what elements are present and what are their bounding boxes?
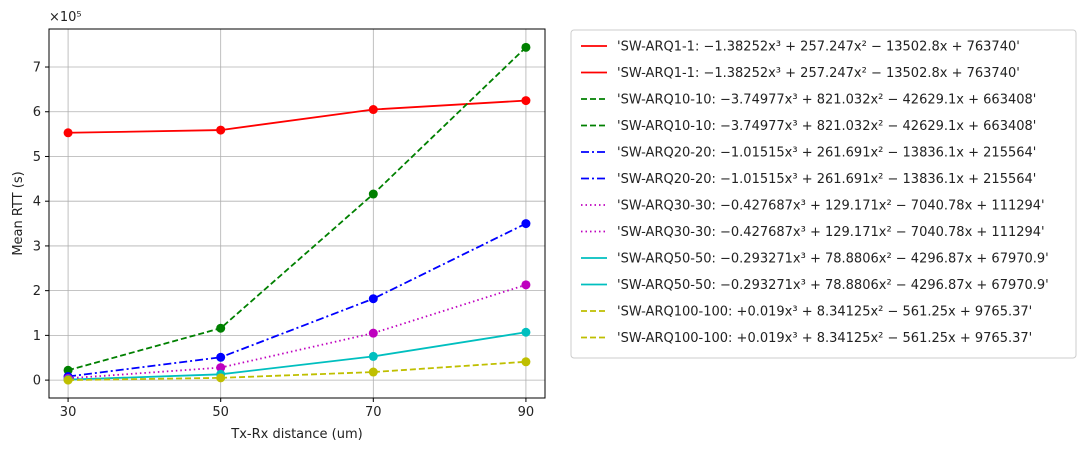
- legend-entry: 'SW-ARQ10-10: −3.74977x³ + 821.032x² − 4…: [581, 119, 1036, 134]
- series-line: [67, 46, 527, 372]
- data-point: [521, 327, 531, 337]
- x-tick-label: 50: [212, 405, 229, 420]
- data-point: [521, 219, 531, 229]
- legend-entry: 'SW-ARQ1-1: −1.38252x³ + 257.247x² − 135…: [581, 40, 1020, 55]
- legend-label: 'SW-ARQ30-30: −0.427687x³ + 129.171x² − …: [617, 199, 1045, 214]
- legend-label: 'SW-ARQ1-1: −1.38252x³ + 257.247x² − 135…: [617, 66, 1020, 81]
- series-line: [68, 360, 526, 382]
- data-point: [63, 365, 73, 375]
- legend-label: 'SW-ARQ50-50: −0.293271x³ + 78.8806x² − …: [617, 278, 1049, 293]
- y-tick-label: 7: [33, 61, 41, 76]
- legend: 'SW-ARQ1-1: −1.38252x³ + 257.247x² − 135…: [570, 29, 1077, 359]
- series-2: [63, 219, 531, 382]
- y-tick-label: 1: [33, 329, 41, 344]
- x-tick-label: 90: [518, 405, 535, 420]
- axes-frame: [48, 28, 546, 399]
- legend-entry: 'SW-ARQ10-10: −3.74977x³ + 821.032x² − 4…: [581, 93, 1036, 108]
- series-0: [63, 96, 531, 138]
- series-line: [67, 222, 527, 378]
- y-axis-label: Mean RTT (s): [11, 171, 26, 255]
- series-line: [68, 99, 526, 134]
- data-point: [368, 328, 378, 338]
- legend-entry: 'SW-ARQ50-50: −0.293271x³ + 78.8806x² − …: [581, 278, 1049, 293]
- y-tick-label: 6: [33, 105, 41, 120]
- data-point: [368, 351, 378, 361]
- data-point: [521, 42, 531, 52]
- series-line: [68, 331, 527, 381]
- legend-label: 'SW-ARQ30-30: −0.427687x³ + 129.171x² − …: [617, 225, 1045, 240]
- y-tick-label: 4: [33, 195, 41, 210]
- data-point: [216, 363, 226, 373]
- ticks: 30 50 70 90 0 1 2 3 4 5 6 7: [33, 61, 534, 420]
- legend-entry: 'SW-ARQ50-50: −0.293271x³ + 78.8806x² − …: [581, 252, 1049, 267]
- data-point: [368, 105, 378, 115]
- y-multiplier-label: ×10⁵: [49, 10, 82, 25]
- series-1: [63, 42, 531, 375]
- legend-entry: 'SW-ARQ20-20: −1.01515x³ + 261.691x² − 1…: [581, 146, 1036, 161]
- legend-entry: 'SW-ARQ100-100: +0.019x³ + 8.34125x² − 5…: [581, 305, 1032, 320]
- legend-entry: 'SW-ARQ100-100: +0.019x³ + 8.34125x² − 5…: [581, 331, 1032, 346]
- data-point: [216, 373, 226, 383]
- legend-entry: 'SW-ARQ1-1: −1.38252x³ + 257.247x² − 135…: [581, 66, 1020, 81]
- y-tick-label: 0: [33, 374, 41, 389]
- legend-label: 'SW-ARQ20-20: −1.01515x³ + 261.691x² − 1…: [617, 172, 1036, 187]
- data-point: [216, 323, 226, 333]
- x-tick-label: 30: [60, 405, 77, 420]
- series-line: [68, 283, 527, 380]
- series-layer: [63, 42, 531, 385]
- legend-label: 'SW-ARQ50-50: −0.293271x³ + 78.8806x² − …: [617, 252, 1049, 267]
- legend-entry: 'SW-ARQ20-20: −1.01515x³ + 261.691x² − 1…: [581, 172, 1036, 187]
- data-point: [521, 357, 531, 367]
- data-point: [368, 367, 378, 377]
- data-point: [521, 280, 531, 290]
- data-point: [63, 375, 73, 385]
- grid: [49, 29, 545, 398]
- x-axis-label: Tx-Rx distance (um): [230, 427, 362, 442]
- data-point: [63, 128, 73, 138]
- data-point: [521, 96, 531, 106]
- y-tick-label: 3: [33, 239, 41, 254]
- legend-label: 'SW-ARQ1-1: −1.38252x³ + 257.247x² − 135…: [617, 40, 1020, 55]
- legend-label: 'SW-ARQ100-100: +0.019x³ + 8.34125x² − 5…: [617, 305, 1032, 320]
- legend-box: [570, 29, 1077, 359]
- series-5: [63, 357, 531, 385]
- data-point: [216, 125, 226, 135]
- x-tick-label: 70: [365, 405, 382, 420]
- y-tick-label: 2: [33, 284, 41, 299]
- legend-entry: 'SW-ARQ30-30: −0.427687x³ + 129.171x² − …: [581, 199, 1045, 214]
- legend-label: 'SW-ARQ20-20: −1.01515x³ + 261.691x² − 1…: [617, 146, 1036, 161]
- legend-entry: 'SW-ARQ30-30: −0.427687x³ + 129.171x² − …: [581, 225, 1045, 240]
- data-point: [368, 189, 378, 199]
- legend-label: 'SW-ARQ10-10: −3.74977x³ + 821.032x² − 4…: [617, 93, 1036, 108]
- legend-label: 'SW-ARQ100-100: +0.019x³ + 8.34125x² − 5…: [617, 331, 1032, 346]
- data-point: [216, 352, 226, 362]
- y-tick-label: 5: [33, 150, 41, 165]
- legend-label: 'SW-ARQ10-10: −3.74977x³ + 821.032x² − 4…: [617, 119, 1036, 134]
- data-point: [368, 294, 378, 304]
